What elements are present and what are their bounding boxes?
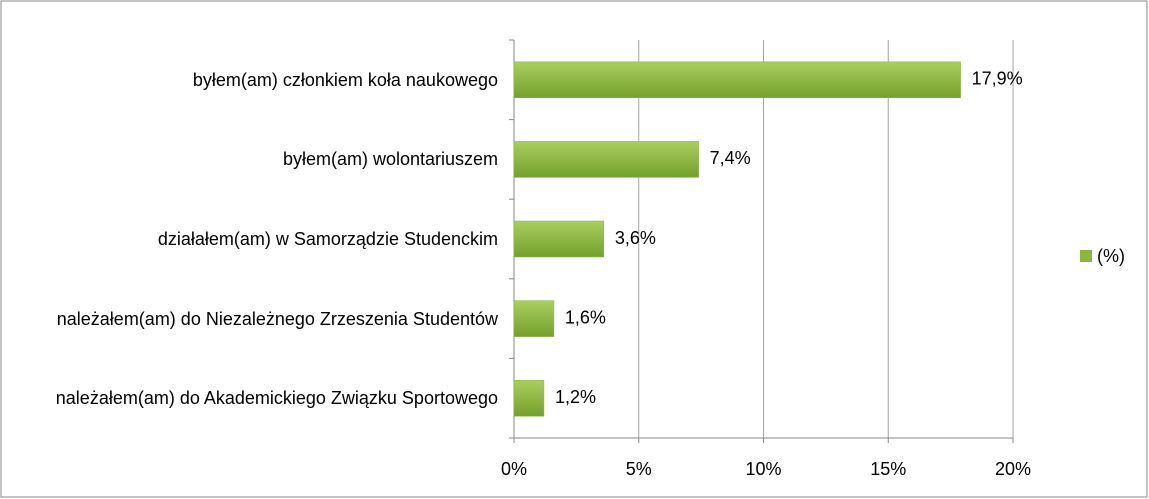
data-label: 3,6% bbox=[615, 228, 656, 248]
x-tick-label: 20% bbox=[995, 459, 1031, 479]
y-tick-label: działałem(am) w Samorządzie Studenckim bbox=[157, 229, 498, 249]
bar bbox=[513, 141, 699, 178]
data-label: 17,9% bbox=[972, 69, 1023, 89]
bar bbox=[513, 220, 605, 258]
x-tick-label: 5% bbox=[626, 459, 652, 479]
data-label: 7,4% bbox=[710, 148, 751, 168]
legend-label: (%) bbox=[1097, 246, 1125, 266]
legend-swatch bbox=[1080, 250, 1092, 262]
y-tick-label: należałem(am) do Niezależnego Zrzeszenia… bbox=[56, 308, 498, 329]
x-tick-label: 0% bbox=[501, 459, 527, 479]
data-label: 1,2% bbox=[555, 387, 596, 407]
y-tick-label: byłem(am) członkiem koła naukowego bbox=[192, 69, 498, 90]
bar bbox=[513, 61, 961, 99]
bar bbox=[513, 300, 555, 337]
x-tick-label: 15% bbox=[870, 459, 906, 479]
y-tick-label: należałem(am) do Akademickiego Związku S… bbox=[55, 388, 498, 409]
x-tick-label: 10% bbox=[745, 459, 781, 479]
y-tick-label: byłem(am) wolontariuszem bbox=[282, 149, 498, 170]
data-label: 1,6% bbox=[565, 307, 606, 327]
bar bbox=[513, 379, 545, 417]
